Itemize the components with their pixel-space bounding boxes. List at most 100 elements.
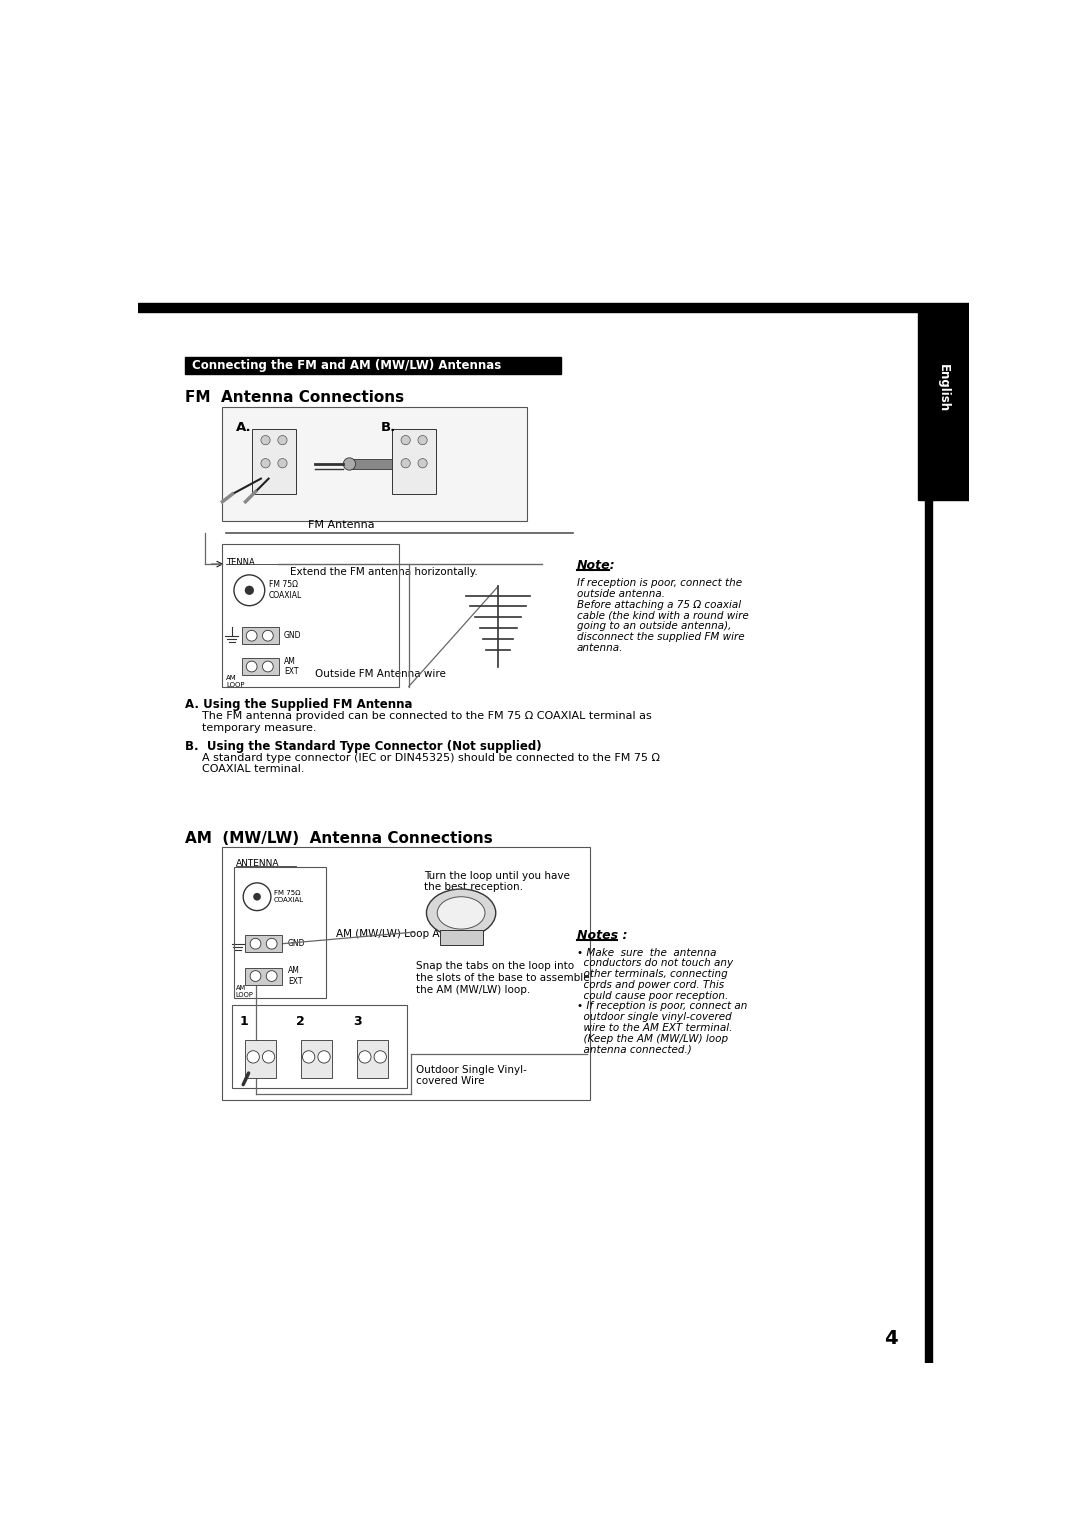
Circle shape: [359, 1050, 372, 1063]
Text: A standard type connector (IEC or DIN45325) should be connected to the FM 75 Ω: A standard type connector (IEC or DIN453…: [202, 753, 660, 762]
Circle shape: [418, 459, 428, 468]
Bar: [918, 472, 969, 501]
Circle shape: [343, 458, 355, 470]
Text: GND: GND: [288, 939, 306, 948]
Text: TENNA: TENNA: [226, 557, 255, 566]
Circle shape: [245, 586, 254, 596]
Text: going to an outside antenna),: going to an outside antenna),: [577, 622, 731, 631]
Text: English: English: [937, 364, 950, 412]
Text: FM Antenna: FM Antenna: [309, 521, 375, 530]
Text: Turn the loop until you have: Turn the loop until you have: [424, 871, 570, 880]
Text: A.: A.: [237, 421, 252, 433]
Circle shape: [246, 631, 257, 641]
Text: temporary measure.: temporary measure.: [202, 723, 316, 733]
Text: cable (the kind with a round wire: cable (the kind with a round wire: [577, 611, 748, 620]
Circle shape: [267, 939, 278, 949]
Circle shape: [251, 939, 261, 949]
Text: ANTENNA: ANTENNA: [237, 859, 280, 868]
Text: the slots of the base to assemble: the slots of the base to assemble: [417, 974, 590, 983]
Text: the AM (MW/LW) loop.: the AM (MW/LW) loop.: [417, 984, 530, 995]
Text: A. Using the Supplied FM Antenna: A. Using the Supplied FM Antenna: [186, 698, 413, 710]
Text: The FM antenna provided can be connected to the FM 75 Ω COAXIAL terminal as: The FM antenna provided can be connected…: [202, 712, 652, 721]
Text: If reception is poor, connect the: If reception is poor, connect the: [577, 579, 742, 588]
Bar: [138, 303, 970, 312]
Ellipse shape: [437, 897, 485, 929]
Text: AM
LOOP: AM LOOP: [235, 984, 254, 998]
Bar: [222, 407, 527, 521]
Circle shape: [247, 1050, 259, 1063]
Text: Snap the tabs on the loop into: Snap the tabs on the loop into: [417, 961, 575, 972]
Text: Outdoor Single Vinyl-: Outdoor Single Vinyl-: [417, 1064, 527, 1075]
Bar: [245, 1040, 276, 1078]
Text: B.: B.: [380, 421, 395, 433]
Text: covered Wire: covered Wire: [417, 1076, 485, 1085]
Circle shape: [401, 435, 410, 444]
Text: COAXIAL terminal.: COAXIAL terminal.: [202, 764, 305, 775]
Bar: [350, 459, 392, 468]
Text: 1: 1: [240, 1015, 248, 1027]
Text: could cause poor reception.: could cause poor reception.: [577, 991, 728, 1001]
Bar: [392, 429, 436, 495]
Bar: [252, 429, 296, 495]
Text: the best reception.: the best reception.: [424, 882, 523, 893]
Bar: [245, 935, 283, 952]
Text: Note:: Note:: [577, 559, 616, 573]
Bar: [222, 848, 591, 1099]
Circle shape: [278, 459, 287, 468]
Circle shape: [261, 459, 270, 468]
Text: wire to the AM EXT terminal.: wire to the AM EXT terminal.: [577, 1023, 732, 1033]
Text: outside antenna.: outside antenna.: [577, 589, 664, 599]
Text: AM
EXT: AM EXT: [288, 966, 302, 986]
Text: Notes :: Notes :: [577, 929, 627, 942]
Circle shape: [261, 435, 270, 444]
Ellipse shape: [427, 890, 496, 937]
Circle shape: [262, 1050, 274, 1063]
Text: GND: GND: [284, 631, 301, 640]
Text: cords and power cord. This: cords and power cord. This: [577, 980, 724, 991]
Text: 4: 4: [883, 1329, 897, 1349]
Text: • If reception is poor, connect an: • If reception is poor, connect an: [577, 1001, 747, 1012]
Bar: [242, 628, 279, 645]
Text: conductors do not touch any: conductors do not touch any: [577, 958, 732, 968]
Text: outdoor single vinyl-covered: outdoor single vinyl-covered: [577, 1012, 731, 1023]
Text: 3: 3: [353, 1015, 362, 1027]
Text: antenna.: antenna.: [577, 643, 623, 652]
Text: FM  Antenna Connections: FM Antenna Connections: [186, 390, 405, 406]
Bar: [222, 544, 400, 686]
Text: Outside FM Antenna wire: Outside FM Antenna wire: [314, 669, 446, 678]
Text: (Keep the AM (MW/LW) loop: (Keep the AM (MW/LW) loop: [577, 1033, 728, 1044]
Bar: [245, 968, 283, 984]
Circle shape: [251, 971, 261, 981]
Bar: [242, 658, 279, 675]
Text: AM  (MW/LW)  Antenna Connections: AM (MW/LW) Antenna Connections: [186, 830, 494, 845]
Circle shape: [253, 893, 261, 900]
Bar: [926, 501, 932, 1363]
Text: Extend the FM antenna horizontally.: Extend the FM antenna horizontally.: [291, 566, 478, 577]
Bar: [440, 929, 483, 945]
Text: AM
EXT: AM EXT: [284, 657, 298, 677]
Circle shape: [401, 459, 410, 468]
Text: Before attaching a 75 Ω coaxial: Before attaching a 75 Ω coaxial: [577, 600, 741, 609]
Text: FM 75Ω
COAXIAL: FM 75Ω COAXIAL: [269, 580, 301, 600]
Circle shape: [246, 661, 257, 672]
Bar: [231, 1006, 407, 1089]
Circle shape: [267, 971, 278, 981]
Text: antenna connected.): antenna connected.): [577, 1044, 691, 1055]
Circle shape: [302, 1050, 314, 1063]
Text: AM
LOOP: AM LOOP: [226, 675, 245, 687]
Bar: [918, 305, 969, 472]
Text: FM 75Ω
COAXIAL: FM 75Ω COAXIAL: [274, 890, 305, 903]
Circle shape: [374, 1050, 387, 1063]
Bar: [357, 1040, 388, 1078]
Text: 2: 2: [296, 1015, 305, 1027]
Circle shape: [262, 631, 273, 641]
Text: Connecting the FM and AM (MW/LW) Antennas: Connecting the FM and AM (MW/LW) Antenna…: [191, 358, 501, 372]
Circle shape: [318, 1050, 330, 1063]
Bar: [301, 1040, 332, 1078]
Text: disconnect the supplied FM wire: disconnect the supplied FM wire: [577, 632, 744, 641]
Text: other terminals, connecting: other terminals, connecting: [577, 969, 727, 980]
Text: • Make  sure  the  antenna: • Make sure the antenna: [577, 948, 716, 957]
Circle shape: [418, 435, 428, 444]
Circle shape: [262, 661, 273, 672]
Text: AM (MW/LW) Loop Antenna: AM (MW/LW) Loop Antenna: [336, 929, 476, 939]
